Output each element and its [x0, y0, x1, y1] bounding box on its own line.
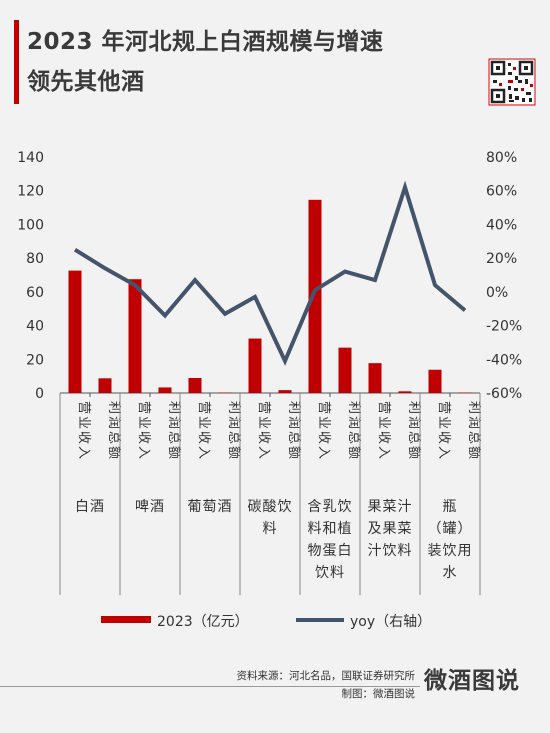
bar-1 — [98, 378, 112, 393]
group-label: 含乳饮 — [308, 499, 353, 515]
metric-label: 营业收入 — [436, 401, 451, 461]
left-axis-tick-label: 140 — [17, 150, 44, 166]
bar-12 — [428, 369, 442, 393]
group-label: 啤酒 — [135, 499, 165, 515]
group-label: 饮料 — [315, 565, 345, 581]
bar-7 — [278, 390, 292, 393]
group-label: 汁饮料 — [368, 543, 413, 559]
bar-2 — [128, 279, 142, 393]
left-axis-tick-label: 0 — [35, 386, 44, 402]
right-axis-tick-label: -40% — [486, 352, 522, 368]
left-axis-tick-label: 20 — [26, 352, 44, 368]
bar-4 — [188, 377, 202, 393]
metric-label: 营业收入 — [196, 401, 211, 461]
left-axis-tick-label: 100 — [17, 217, 44, 233]
metric-label: 利润总额 — [106, 401, 121, 461]
group-label: 碳酸饮 — [248, 499, 293, 515]
credit-note: 制图：微酒图说 — [341, 688, 416, 700]
group-label: 料和植 — [308, 521, 353, 537]
legend-line-label: yoy（右轴） — [350, 614, 431, 630]
right-axis-tick-label: 80% — [486, 150, 517, 166]
metric-label: 营业收入 — [76, 401, 91, 461]
bar-6 — [248, 338, 262, 393]
bar-3 — [158, 387, 172, 393]
group-label: 白酒 — [75, 499, 105, 515]
chart-title-line1: 2023 年河北规上白酒规模与增速 — [27, 29, 384, 55]
metric-label: 利润总额 — [286, 401, 301, 461]
group-label: 及果菜 — [368, 521, 413, 537]
bar-9 — [338, 347, 352, 393]
bar-10 — [368, 363, 382, 393]
left-axis-tick-label: 40 — [26, 319, 44, 335]
right-axis-tick-label: 0% — [486, 285, 508, 301]
bar-8 — [308, 199, 322, 393]
footer-divider — [0, 686, 420, 687]
chart-title-line2: 领先其他酒 — [27, 69, 145, 95]
group-label: 果菜汁 — [368, 499, 413, 515]
right-axis-tick-label: 20% — [486, 251, 517, 267]
metric-label: 营业收入 — [256, 401, 271, 461]
metric-label: 利润总额 — [346, 401, 361, 461]
group-label: 装饮用 — [428, 543, 473, 559]
yoy-line — [73, 180, 467, 366]
group-label: 水 — [443, 565, 458, 581]
left-axis-tick-label: 80 — [26, 251, 44, 267]
source-note: 资料来源：河北名品，国联证券研究所 — [236, 670, 416, 682]
metric-label: 利润总额 — [166, 401, 181, 461]
bar-0 — [68, 270, 82, 393]
right-axis-tick-label: -20% — [486, 319, 522, 335]
title-accent-bar — [14, 20, 19, 104]
metric-label: 利润总额 — [226, 401, 241, 461]
metric-label: 营业收入 — [136, 401, 151, 461]
bar-5 — [218, 392, 232, 393]
right-axis-tick-label: -60% — [486, 386, 522, 402]
group-label: 瓶 — [443, 499, 458, 515]
group-label: 物蛋白 — [308, 543, 353, 559]
group-label: 料 — [263, 521, 278, 537]
right-axis-tick-label: 40% — [486, 217, 517, 233]
brand-logo: 微酒图说 — [424, 668, 520, 694]
qr-code — [488, 58, 536, 106]
metric-label: 利润总额 — [466, 401, 481, 461]
metric-label: 营业收入 — [376, 401, 391, 461]
legend-bar-swatch — [101, 616, 151, 623]
left-axis-tick-label: 60 — [26, 285, 44, 301]
group-label: （罐） — [428, 521, 473, 537]
legend-bar-label: 2023（亿元） — [157, 614, 249, 630]
bar-13 — [458, 392, 472, 393]
chart: 0 20 40 60 80 100 120 140 -60% -40% -20% 0% 20% 40% 60… — [17, 150, 522, 630]
right-axis-tick-label: 60% — [486, 184, 517, 200]
metric-label: 利润总额 — [406, 401, 421, 461]
group-label: 葡萄酒 — [188, 499, 233, 515]
metric-label: 营业收入 — [316, 401, 331, 461]
bar-11 — [398, 391, 412, 393]
left-axis-tick-label: 120 — [17, 184, 44, 200]
